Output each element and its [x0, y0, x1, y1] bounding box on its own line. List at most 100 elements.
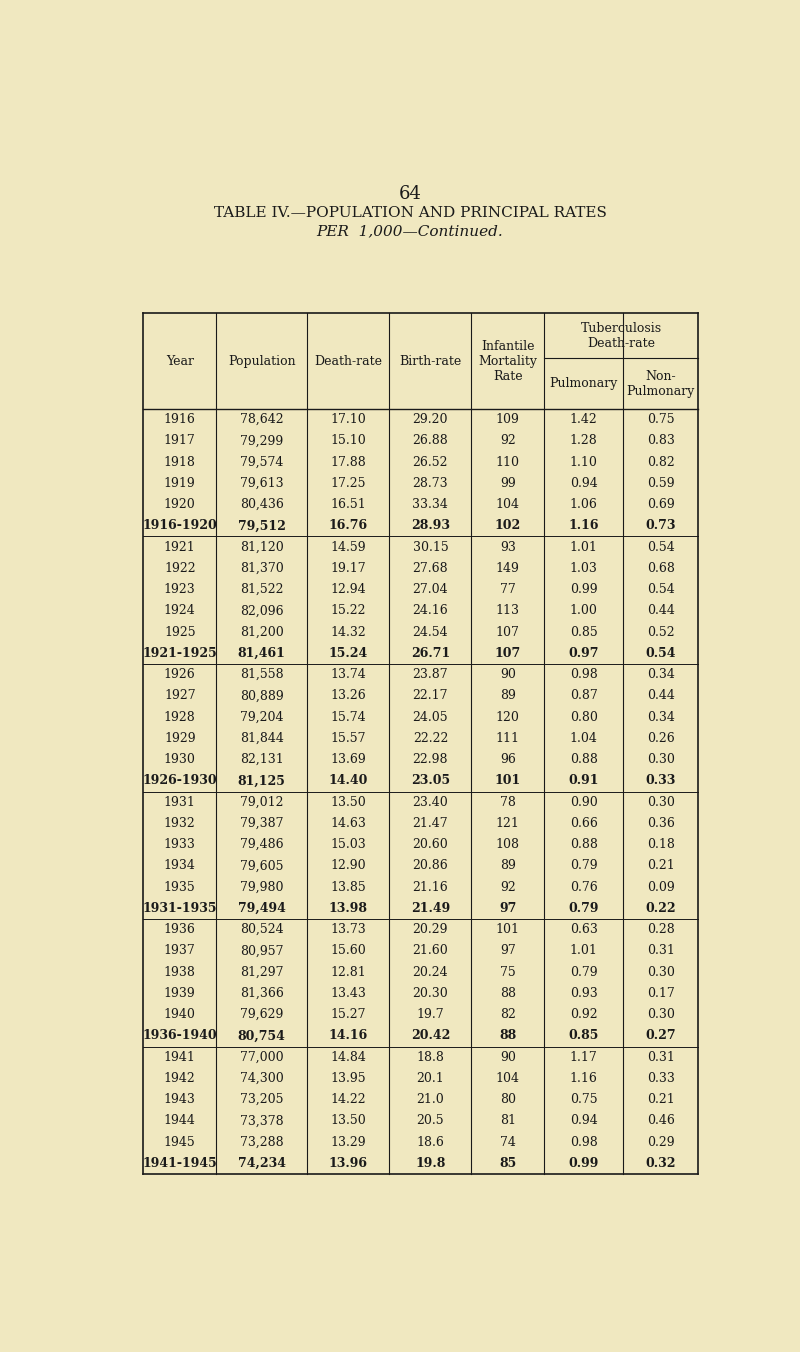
Text: 1.03: 1.03: [570, 562, 598, 575]
Text: 17.10: 17.10: [330, 414, 366, 426]
Text: 1942: 1942: [164, 1072, 196, 1086]
Text: 21.60: 21.60: [413, 945, 448, 957]
Text: 79,605: 79,605: [240, 860, 283, 872]
Text: 1.01: 1.01: [570, 541, 598, 553]
Text: 26.52: 26.52: [413, 456, 448, 469]
Text: 14.59: 14.59: [330, 541, 366, 553]
Text: 79,613: 79,613: [240, 477, 283, 489]
Text: PER  1,000—Continued.: PER 1,000—Continued.: [317, 224, 503, 239]
Text: 14.63: 14.63: [330, 817, 366, 830]
Text: 97: 97: [500, 945, 516, 957]
Text: 110: 110: [496, 456, 520, 469]
Text: 1926-1930: 1926-1930: [142, 775, 217, 787]
Text: 1933: 1933: [164, 838, 196, 852]
Text: 0.33: 0.33: [646, 775, 676, 787]
Text: Death-rate: Death-rate: [314, 354, 382, 368]
Text: 13.73: 13.73: [330, 923, 366, 936]
Text: 1.42: 1.42: [570, 414, 598, 426]
Text: 1921-1925: 1921-1925: [142, 646, 217, 660]
Text: 14.22: 14.22: [330, 1094, 366, 1106]
Text: 0.99: 0.99: [569, 1157, 599, 1169]
Text: Population: Population: [228, 354, 295, 368]
Text: 113: 113: [496, 604, 520, 618]
Text: 13.26: 13.26: [330, 690, 366, 703]
Text: Non-
Pulmonary: Non- Pulmonary: [626, 369, 695, 397]
Text: 13.98: 13.98: [329, 902, 368, 915]
Text: 14.40: 14.40: [329, 775, 368, 787]
Text: 80,957: 80,957: [240, 945, 283, 957]
Text: 1936: 1936: [164, 923, 196, 936]
Text: 1945: 1945: [164, 1136, 196, 1149]
Text: 20.60: 20.60: [413, 838, 448, 852]
Text: 0.85: 0.85: [570, 626, 598, 638]
Text: 0.94: 0.94: [570, 477, 598, 489]
Text: 13.96: 13.96: [329, 1157, 368, 1169]
Text: 149: 149: [496, 562, 520, 575]
Text: 0.66: 0.66: [570, 817, 598, 830]
Text: 1.00: 1.00: [570, 604, 598, 618]
Text: 97: 97: [499, 902, 517, 915]
Text: 81,125: 81,125: [238, 775, 286, 787]
Text: 22.98: 22.98: [413, 753, 448, 767]
Text: 0.44: 0.44: [646, 604, 674, 618]
Text: 0.73: 0.73: [646, 519, 676, 533]
Text: 0.46: 0.46: [646, 1114, 674, 1128]
Text: 0.29: 0.29: [647, 1136, 674, 1149]
Text: 28.73: 28.73: [413, 477, 448, 489]
Text: 0.18: 0.18: [646, 838, 674, 852]
Text: 18.6: 18.6: [417, 1136, 444, 1149]
Text: 1918: 1918: [164, 456, 196, 469]
Text: 85: 85: [499, 1157, 517, 1169]
Text: 92: 92: [500, 434, 516, 448]
Text: 0.88: 0.88: [570, 838, 598, 852]
Text: 80,436: 80,436: [240, 498, 284, 511]
Text: 1939: 1939: [164, 987, 196, 1000]
Text: 12.81: 12.81: [330, 965, 366, 979]
Text: 0.30: 0.30: [646, 753, 674, 767]
Text: Birth-rate: Birth-rate: [399, 354, 462, 368]
Text: 1941-1945: 1941-1945: [142, 1157, 217, 1169]
Text: 16.51: 16.51: [330, 498, 366, 511]
Text: 13.50: 13.50: [330, 796, 366, 808]
Text: 89: 89: [500, 860, 516, 872]
Text: 0.28: 0.28: [647, 923, 674, 936]
Text: 1.06: 1.06: [570, 498, 598, 511]
Text: 29.20: 29.20: [413, 414, 448, 426]
Text: 0.34: 0.34: [646, 668, 674, 681]
Text: 0.79: 0.79: [570, 860, 598, 872]
Text: 79,486: 79,486: [240, 838, 283, 852]
Text: 1932: 1932: [164, 817, 196, 830]
Text: 19.17: 19.17: [330, 562, 366, 575]
Text: 0.87: 0.87: [570, 690, 598, 703]
Text: 120: 120: [496, 711, 520, 723]
Text: 81,120: 81,120: [240, 541, 284, 553]
Text: 0.69: 0.69: [647, 498, 674, 511]
Text: 79,494: 79,494: [238, 902, 286, 915]
Text: 21.49: 21.49: [410, 902, 450, 915]
Text: 81,461: 81,461: [238, 646, 286, 660]
Text: 81,844: 81,844: [240, 731, 284, 745]
Text: 28.93: 28.93: [411, 519, 450, 533]
Text: 0.82: 0.82: [647, 456, 674, 469]
Text: 30.15: 30.15: [413, 541, 448, 553]
Text: 0.22: 0.22: [646, 902, 676, 915]
Text: 0.33: 0.33: [646, 1072, 674, 1086]
Text: 93: 93: [500, 541, 516, 553]
Text: 21.0: 21.0: [417, 1094, 444, 1106]
Text: 0.21: 0.21: [647, 1094, 674, 1106]
Text: 90: 90: [500, 668, 516, 681]
Text: 1917: 1917: [164, 434, 196, 448]
Text: 81,366: 81,366: [240, 987, 284, 1000]
Text: 17.88: 17.88: [330, 456, 366, 469]
Text: 1926: 1926: [164, 668, 196, 681]
Text: 1.16: 1.16: [570, 1072, 598, 1086]
Text: Pulmonary: Pulmonary: [550, 377, 618, 391]
Text: 107: 107: [496, 626, 520, 638]
Text: 1.28: 1.28: [570, 434, 598, 448]
Text: 1930: 1930: [164, 753, 196, 767]
Text: 22.22: 22.22: [413, 731, 448, 745]
Text: 18.8: 18.8: [417, 1051, 444, 1064]
Text: 27.68: 27.68: [413, 562, 448, 575]
Text: 19.7: 19.7: [417, 1009, 444, 1021]
Text: 0.54: 0.54: [647, 541, 674, 553]
